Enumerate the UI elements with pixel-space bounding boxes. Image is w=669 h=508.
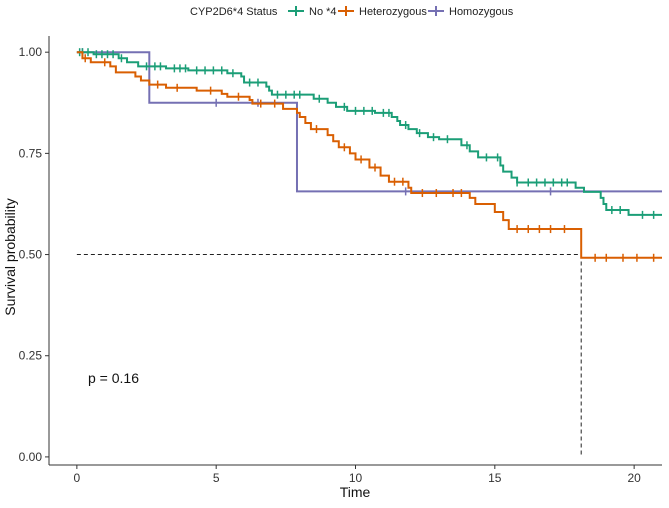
- y-tick-label: 0.25: [19, 349, 43, 363]
- x-tick-label: 0: [74, 471, 81, 485]
- y-axis-title: Survival probability: [2, 198, 18, 316]
- x-tick-label: 20: [627, 471, 641, 485]
- y-tick-label: 0.75: [19, 146, 43, 160]
- survival-curve-no-4: [76, 51, 662, 216]
- survival-curve-heterozygous: [76, 51, 662, 259]
- x-tick-label: 15: [488, 471, 502, 485]
- x-tick-label: 10: [349, 471, 363, 485]
- series-layer: [76, 48, 662, 262]
- x-axis-title: Time: [340, 484, 371, 500]
- legend-label-no4: No *4: [309, 6, 337, 18]
- p-value-annotation: p = 0.16: [88, 370, 139, 386]
- y-ticks: 0.00 0.25 0.50 0.75 1.00: [19, 45, 49, 464]
- legend-label-heterozygous: Heterozygous: [359, 6, 427, 18]
- x-tick-label: 5: [213, 471, 220, 485]
- median-reference: [76, 254, 582, 457]
- y-tick-label: 0.50: [19, 248, 43, 262]
- series-no-4: [76, 48, 662, 219]
- y-tick-label: 1.00: [19, 45, 43, 59]
- legend: CYP2D6*4 Status No *4 Heterozygous Homoz…: [190, 6, 514, 18]
- series-homozygous: [76, 48, 662, 196]
- x-ticks: 0 5 10 15 20: [74, 465, 641, 485]
- legend-title: CYP2D6*4 Status: [190, 6, 278, 18]
- survival-curve-homozygous: [76, 51, 662, 193]
- legend-label-homozygous: Homozygous: [449, 6, 514, 18]
- y-tick-label: 0.00: [19, 450, 43, 464]
- series-heterozygous: [76, 51, 662, 262]
